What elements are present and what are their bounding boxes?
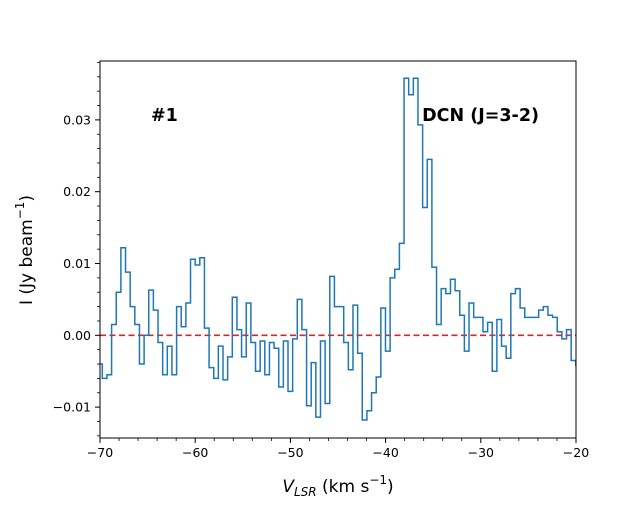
- axis-ticks: −70 −60 −50 −40 −30 −20 −0.01 0.00 0.01 0.02 0.03: [53, 62, 589, 460]
- y-tick-label: −0.01: [53, 400, 91, 415]
- x-tick-label: −40: [372, 445, 398, 460]
- y-axis-label: I (Jy beam−1): [13, 195, 37, 305]
- y-axis-label-close: ): [17, 195, 37, 202]
- x-tick-label: −60: [182, 445, 208, 460]
- y-tick-label: 0.01: [63, 256, 91, 271]
- annotation-source-id: #1: [151, 106, 178, 126]
- x-tick-label: −50: [277, 445, 303, 460]
- x-axis-label-close: ): [387, 477, 394, 497]
- annotation-line-name: DCN (J=3-2): [422, 106, 539, 126]
- plot-area: [100, 77, 576, 421]
- y-tick-label: 0.02: [63, 184, 91, 199]
- x-axis-label-subscript: LSR: [294, 485, 317, 499]
- x-axis-label: VLSR (km s−1): [282, 473, 393, 499]
- y-tick-label: 0.00: [63, 328, 91, 343]
- x-axis-label-units: (km s: [317, 477, 370, 497]
- y-axis-label-base: I (Jy beam: [17, 219, 37, 305]
- x-tick-label: −20: [563, 445, 589, 460]
- spectrum-series-0: [100, 77, 576, 421]
- x-axis-label-symbol: V: [282, 477, 295, 497]
- x-axis-label-exponent: −1: [369, 473, 387, 487]
- y-axis-label-exponent: −1: [13, 202, 27, 220]
- x-tick-label: −30: [468, 445, 494, 460]
- y-tick-label: 0.03: [63, 112, 91, 127]
- x-tick-label: −70: [87, 445, 113, 460]
